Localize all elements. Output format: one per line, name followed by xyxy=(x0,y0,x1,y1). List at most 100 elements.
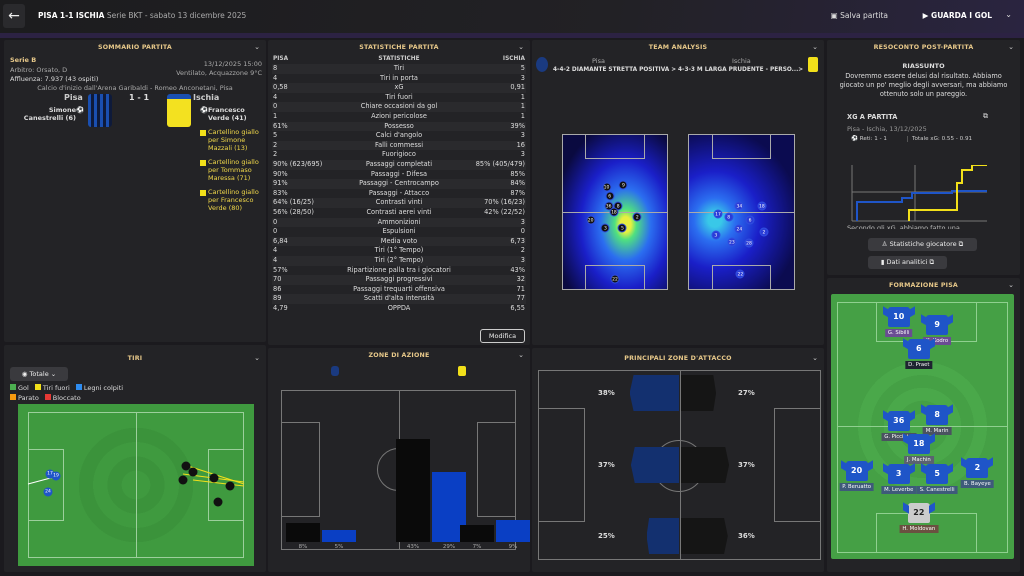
player-name[interactable]: P. Beruatto xyxy=(839,482,875,491)
watch-goals-button[interactable]: ▶ GUARDA I GOL xyxy=(923,11,992,20)
player-shirt[interactable]: 5 xyxy=(926,463,949,484)
player-marker[interactable]: 24 xyxy=(734,224,744,234)
chevron-down-icon[interactable]: ⌄ xyxy=(812,43,818,51)
stat-row: 86 Passaggi trequarti offensiva 71 xyxy=(272,285,526,295)
player-marker[interactable]: 3 xyxy=(711,230,721,240)
chevron-down-icon[interactable]: ⌄ xyxy=(1008,43,1014,51)
player-name[interactable]: J. Machin xyxy=(903,456,934,465)
player-marker[interactable]: 22 xyxy=(735,269,745,279)
chevron-down-icon[interactable]: ⌄ xyxy=(254,354,260,362)
player-shirt[interactable]: 36 xyxy=(887,410,910,431)
chevron-down-icon[interactable]: ⌄ xyxy=(518,351,524,359)
player-name[interactable]: G. Sibilli xyxy=(884,329,913,338)
player-shirt[interactable]: 18 xyxy=(907,434,930,455)
shot-marker[interactable]: 19 xyxy=(51,471,61,481)
player-shirt[interactable]: 22 xyxy=(907,503,930,524)
home-value: 90% (623/695) xyxy=(273,160,323,168)
chevron-down-icon[interactable]: ⌄ xyxy=(1005,10,1012,19)
player-name[interactable]: G. Piccinini xyxy=(881,432,917,441)
col-home: PISA xyxy=(273,56,289,62)
player-name[interactable]: D. Praet xyxy=(905,361,933,370)
player-marker[interactable]: 10 xyxy=(602,182,612,192)
player-marker[interactable]: 34 xyxy=(734,201,744,211)
home-attack-zone xyxy=(646,518,679,554)
stat-label: Passaggi trequarti offensiva xyxy=(353,284,445,293)
player-marker[interactable]: 28 xyxy=(744,238,754,248)
player-shirt[interactable]: 2 xyxy=(966,458,989,479)
shot-marker[interactable] xyxy=(181,461,191,471)
chevron-down-icon[interactable]: ⌄ xyxy=(254,43,260,51)
shot-marker[interactable] xyxy=(213,497,223,507)
player-marker[interactable]: 8 xyxy=(724,212,734,222)
player-name[interactable]: H. Moldovan xyxy=(899,525,939,534)
player-marker[interactable]: 20 xyxy=(586,215,596,225)
shot-marker[interactable] xyxy=(225,481,235,491)
player-stats-button[interactable]: ♙ Statistiche giocatore ⧉ xyxy=(868,238,977,251)
home-value: 0 xyxy=(273,227,278,236)
player-name[interactable]: K. Kodro xyxy=(923,337,952,346)
player-shirt[interactable]: 9 xyxy=(926,315,949,336)
analytics-button[interactable]: ▮ Dati analitici ⧉ xyxy=(868,256,947,269)
player-shirt[interactable]: 20 xyxy=(845,460,868,481)
team-analysis-panel: TEAM ANALYSIS ⌄ Pisa 4-4-2 DIAMANTE STRET… xyxy=(532,40,824,345)
chevron-down-icon[interactable]: ⌄ xyxy=(1008,281,1014,289)
away-tactic-link[interactable]: 4-3-3 M LARGA PRUDENTE - PERSO...> xyxy=(678,67,804,73)
chevron-down-icon[interactable]: ⌄ xyxy=(518,43,524,51)
shot-marker[interactable] xyxy=(209,473,219,483)
player-marker[interactable]: 5 xyxy=(617,223,627,233)
xg-title: XG A PARTITA xyxy=(847,113,898,121)
player-name[interactable]: S. Canestrelli xyxy=(916,485,958,494)
away-attack-pct: 36% xyxy=(738,532,755,540)
ischia-badge xyxy=(808,57,818,72)
away-value: 5 xyxy=(520,64,525,72)
player-shirt[interactable]: 10 xyxy=(887,307,910,328)
player-name[interactable]: M. Marin xyxy=(922,427,952,436)
player-marker[interactable]: 18 xyxy=(757,201,767,211)
shot-marker[interactable]: 24 xyxy=(43,487,53,497)
player-marker[interactable]: 2 xyxy=(759,227,769,237)
player-shirt[interactable]: 3 xyxy=(887,463,910,484)
player-marker[interactable]: 6 xyxy=(745,215,755,225)
player-shirt[interactable]: 6 xyxy=(907,339,930,360)
stat-row: 1 Azioni pericolose 1 xyxy=(272,112,526,122)
match-title: PISA 1-1 ISCHIA Serie BKT - sabato 13 di… xyxy=(38,11,246,20)
player-marker[interactable]: 18 xyxy=(609,207,619,217)
player-marker[interactable]: 3 xyxy=(600,223,610,233)
home-tactic-link[interactable]: 4-4-2 DIAMANTE STRETTA POSITIVA > xyxy=(553,67,677,73)
edit-button[interactable]: Modifica xyxy=(480,329,525,343)
player-marker[interactable]: 23 xyxy=(727,237,737,247)
stat-row: 83% Passaggi - Attacco 87% xyxy=(272,189,526,199)
zone-label: 43% xyxy=(406,544,420,550)
player-marker[interactable]: 22 xyxy=(610,274,620,284)
stat-label: Possesso xyxy=(384,121,414,130)
stat-label: Espulsioni xyxy=(382,227,416,236)
chevron-down-icon[interactable]: ⌄ xyxy=(812,354,818,362)
away-value: 1 xyxy=(520,92,525,101)
zone-bar xyxy=(496,520,530,542)
btn-label: Statistiche giocatore xyxy=(889,240,957,248)
save-match-button[interactable]: ▣ Salva partita xyxy=(831,11,888,20)
player-name[interactable]: B. Bayeye xyxy=(961,480,994,489)
player-marker[interactable]: 9 xyxy=(618,180,628,190)
back-button[interactable]: ← xyxy=(3,4,25,28)
ball-icon: ⚽ xyxy=(76,106,85,114)
player-marker[interactable]: 17 xyxy=(713,209,723,219)
player-marker[interactable]: 36 xyxy=(604,201,614,211)
shot-marker[interactable] xyxy=(178,475,188,485)
col-stat: STATISTICHE xyxy=(378,56,420,62)
player-marker[interactable]: 6 xyxy=(605,191,615,201)
player-shirt[interactable]: 8 xyxy=(926,405,949,426)
penalty-box xyxy=(28,449,64,521)
away-value: 3 xyxy=(520,217,525,226)
home-value: 0,58 xyxy=(273,83,288,92)
home-attack-pct: 25% xyxy=(598,532,615,540)
shots-filter-dropdown[interactable]: ◉ Totale ⌄ xyxy=(10,367,68,381)
player-marker[interactable]: 2 xyxy=(632,212,642,222)
xg-info: Totale xG: 0.55 - 0.91 xyxy=(907,136,977,142)
shots-panel: TIRI ⌄ ◉ Totale ⌄ Gol Tiri fuori Legni colp… xyxy=(4,345,266,572)
expand-icon[interactable]: ⧉ xyxy=(983,112,988,120)
shot-marker[interactable] xyxy=(188,467,198,477)
player-name[interactable]: M. Leverbe xyxy=(881,485,917,494)
home-name: Pisa xyxy=(592,57,605,65)
shot-marker[interactable]: 17 xyxy=(45,469,55,479)
